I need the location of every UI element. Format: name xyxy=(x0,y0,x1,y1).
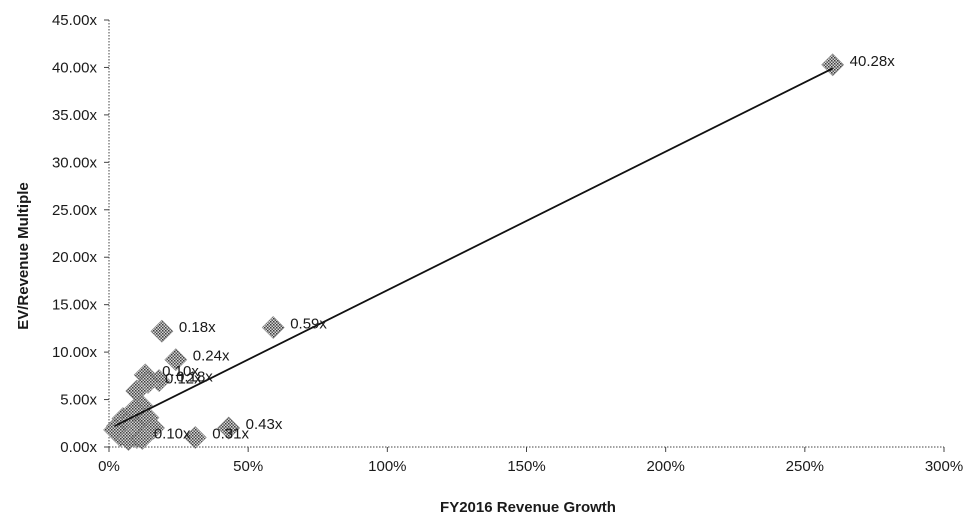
data-label: 0.43x xyxy=(246,416,283,433)
data-label: 0.18x xyxy=(176,369,213,386)
x-tick-label: 100% xyxy=(368,458,406,475)
y-tick-label: 10.00x xyxy=(52,344,98,361)
data-point xyxy=(150,319,174,343)
data-label: 0.10x xyxy=(154,426,191,443)
x-tick-label: 150% xyxy=(507,458,545,475)
x-tick-label: 250% xyxy=(786,458,824,475)
data-label: 0.59x xyxy=(290,315,327,332)
x-tick-label: 50% xyxy=(233,458,263,475)
y-tick-label: 15.00x xyxy=(52,297,98,314)
y-tick-label: 5.00x xyxy=(60,392,97,409)
x-axis-title: FY2016 Revenue Growth xyxy=(440,499,616,516)
data-point xyxy=(183,426,207,449)
data-point xyxy=(261,316,285,339)
y-axis-title: EV/Revenue Multiple xyxy=(15,182,32,330)
data-point xyxy=(142,416,165,440)
y-tick-label: 30.00x xyxy=(52,154,98,171)
y-tick-label: 40.00x xyxy=(52,59,98,76)
y-tick-label: 0.00x xyxy=(60,439,97,456)
y-tick-label: 35.00x xyxy=(52,107,98,124)
y-tick-label: 20.00x xyxy=(52,249,98,266)
data-label: 40.28x xyxy=(850,53,896,70)
data-label: 0.18x xyxy=(179,319,216,336)
data-label: 0.12x xyxy=(165,370,202,387)
data-point xyxy=(217,416,241,440)
x-tick-label: 200% xyxy=(646,458,684,475)
data-label: 0.10x xyxy=(162,363,199,380)
data-point xyxy=(103,418,126,442)
data-label: 0.31x xyxy=(212,426,249,443)
x-tick-label: 300% xyxy=(925,458,963,475)
trendline xyxy=(114,67,834,427)
data-point xyxy=(122,398,146,422)
data-label: 0.24x xyxy=(193,348,230,365)
data-point xyxy=(164,348,188,372)
y-tick-label: 45.00x xyxy=(52,12,98,29)
x-tick-label: 0% xyxy=(98,458,120,475)
y-tick-label: 25.00x xyxy=(52,202,98,219)
